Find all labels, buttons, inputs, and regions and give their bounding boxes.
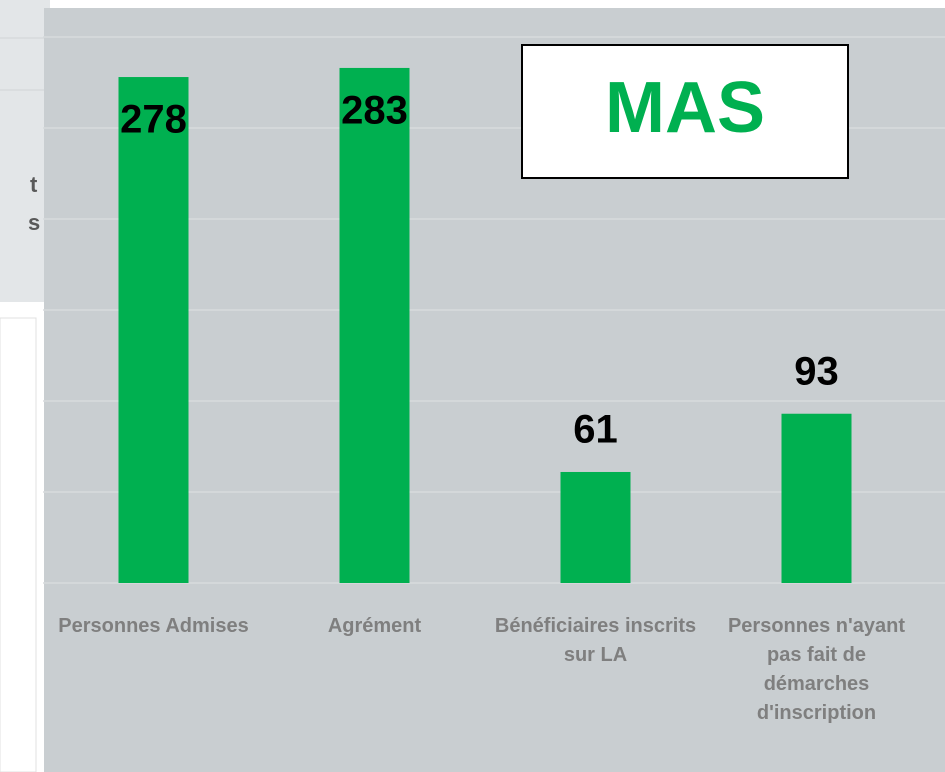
x-tick-label: Personnes n'ayant pas fait de démarches …: [727, 615, 906, 724]
bar: [339, 67, 410, 583]
data-label: 283: [341, 89, 408, 133]
data-label: 61: [573, 408, 618, 452]
data-label: 278: [120, 98, 187, 142]
x-tick-label: Bénéficiaires inscrits sur LA: [494, 615, 697, 666]
annotation: MAS: [605, 68, 765, 148]
background-text: t: [30, 172, 38, 197]
background-panel: [0, 0, 50, 302]
annotation-box: [521, 44, 849, 179]
bar: [118, 77, 189, 583]
background-text: s: [28, 210, 41, 235]
x-tick-label: Agrément: [327, 615, 422, 637]
bar: [560, 471, 631, 583]
background-panel: [0, 317, 37, 772]
x-tick-label: Personnes Admises: [58, 615, 249, 637]
data-label: 93: [794, 349, 839, 393]
bar: [781, 413, 852, 583]
